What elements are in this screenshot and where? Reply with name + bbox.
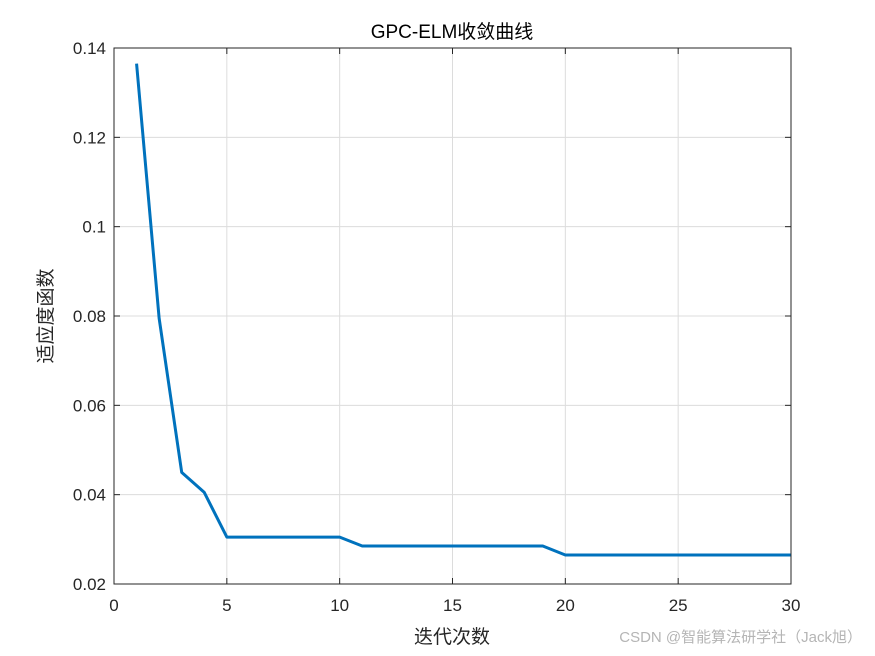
- x-tick-label: 10: [330, 596, 349, 615]
- y-tick-label: 0.06: [73, 396, 106, 415]
- x-tick-labels: 0 5 10 15 20 25 30: [109, 596, 800, 615]
- y-tick-label: 0.04: [73, 486, 106, 505]
- y-tick-label: 0.14: [73, 39, 106, 58]
- x-axis-label: 迭代次数: [414, 626, 490, 648]
- series-line: [135, 63, 791, 557]
- x-tick-label: 30: [782, 596, 801, 615]
- x-tick-label: 20: [556, 596, 575, 615]
- y-axis-label: 适应度函数: [35, 268, 57, 363]
- y-tick-labels: 0.02 0.04 0.06 0.08 0.1 0.12 0.14: [73, 39, 106, 594]
- tick-marks: [113, 47, 792, 585]
- chart-title: GPC-ELM收敛曲线: [371, 21, 534, 43]
- series-group: [135, 63, 791, 557]
- y-tick-label: 0.08: [73, 307, 106, 326]
- x-tick-label: 15: [443, 596, 462, 615]
- y-tick-label: 0.02: [73, 575, 106, 594]
- x-tick-label: 0: [109, 596, 118, 615]
- y-tick-label: 0.1: [82, 218, 106, 237]
- watermark: CSDN @智能算法研学社（Jack旭）: [619, 628, 862, 646]
- x-tick-label: 5: [222, 596, 231, 615]
- x-tick-label: 25: [669, 596, 688, 615]
- y-tick-label: 0.12: [73, 128, 106, 147]
